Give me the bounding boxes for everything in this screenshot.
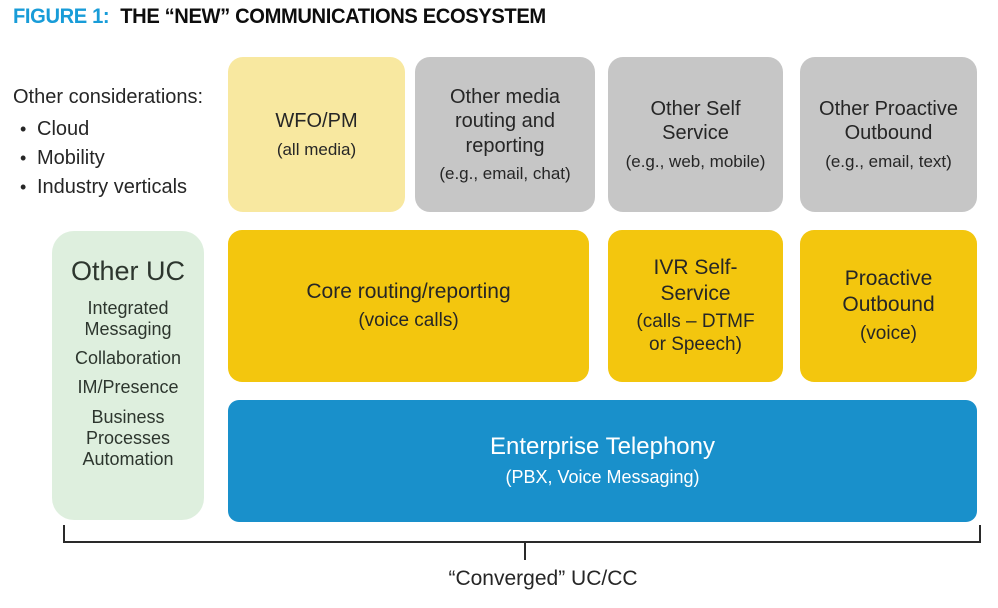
box-enterprise-telephony: Enterprise Telephony (PBX, Voice Messagi…: [228, 400, 977, 522]
box-other-uc: Other UC Integrated Messaging Collaborat…: [52, 231, 204, 520]
other-uc-title: Other UC: [70, 256, 186, 286]
other-uc-item: IM/Presence: [77, 377, 179, 398]
box-other-media-routing: Other media routing and reporting (e.g.,…: [415, 57, 595, 212]
figure-number-label: FIGURE 1:: [13, 5, 110, 28]
box-proactive-outbound: Proactive Outbound (voice): [800, 230, 977, 382]
bracket-horizontal-line: [63, 541, 981, 543]
box-title: WFO/PM: [275, 110, 358, 133]
figure-title-text: THE “NEW” COMMUNICATIONS ECOSYSTEM: [120, 5, 546, 28]
bracket-label: “Converged” UC/CC: [448, 567, 638, 590]
consideration-label: Industry verticals: [37, 176, 188, 198]
list-item-cloud: • Cloud: [13, 118, 228, 141]
box-subtitle: (voice): [859, 322, 917, 344]
box-wfo-pm: WFO/PM (all media): [228, 57, 405, 212]
other-considerations: Other considerations: • Cloud • Mobility…: [13, 86, 228, 205]
box-core-routing-reporting: Core routing/reporting (voice calls): [228, 230, 589, 382]
figure-title: FIGURE 1: THE “NEW” COMMUNICATIONS ECOSY…: [13, 5, 546, 29]
other-uc-item: Integrated Messaging: [84, 297, 172, 339]
list-item-industry-verticals: • Industry verticals: [13, 176, 228, 199]
box-title: Core routing/reporting: [306, 280, 511, 304]
box-subtitle: (e.g., email, text): [825, 151, 952, 171]
bullet-icon: •: [20, 119, 27, 139]
box-subtitle: (all media): [276, 139, 357, 159]
bullet-icon: •: [20, 177, 27, 197]
considerations-heading: Other considerations:: [13, 86, 204, 108]
consideration-label: Cloud: [37, 118, 90, 140]
box-title: Other Proactive Outbound: [819, 97, 958, 145]
box-other-self-service: Other Self Service (e.g., web, mobile): [608, 57, 783, 212]
box-title: Other media routing and reporting: [449, 85, 561, 157]
box-subtitle: (calls – DTMF or Speech): [636, 311, 755, 356]
bracket-center-stem: [524, 541, 526, 560]
box-title: Enterprise Telephony: [489, 433, 716, 461]
list-item-mobility: • Mobility: [13, 147, 228, 170]
other-uc-item: Collaboration: [74, 348, 182, 369]
bullet-icon: •: [20, 148, 27, 168]
consideration-label: Mobility: [37, 147, 105, 169]
box-subtitle: (e.g., email, chat): [439, 163, 571, 183]
bracket-right-tick: [979, 525, 981, 543]
box-title: Proactive Outbound: [842, 267, 935, 317]
box-title: Other Self Service: [650, 97, 741, 145]
box-subtitle: (PBX, Voice Messaging): [505, 467, 700, 488]
box-other-proactive-outbound: Other Proactive Outbound (e.g., email, t…: [800, 57, 977, 212]
box-subtitle: (e.g., web, mobile): [625, 151, 766, 171]
bracket-left-tick: [63, 525, 65, 543]
box-title: IVR Self- Service: [653, 256, 738, 305]
other-uc-item: Business Processes Automation: [82, 406, 174, 470]
box-ivr-self-service: IVR Self- Service (calls – DTMF or Speec…: [608, 230, 783, 382]
box-subtitle: (voice calls): [358, 309, 459, 331]
